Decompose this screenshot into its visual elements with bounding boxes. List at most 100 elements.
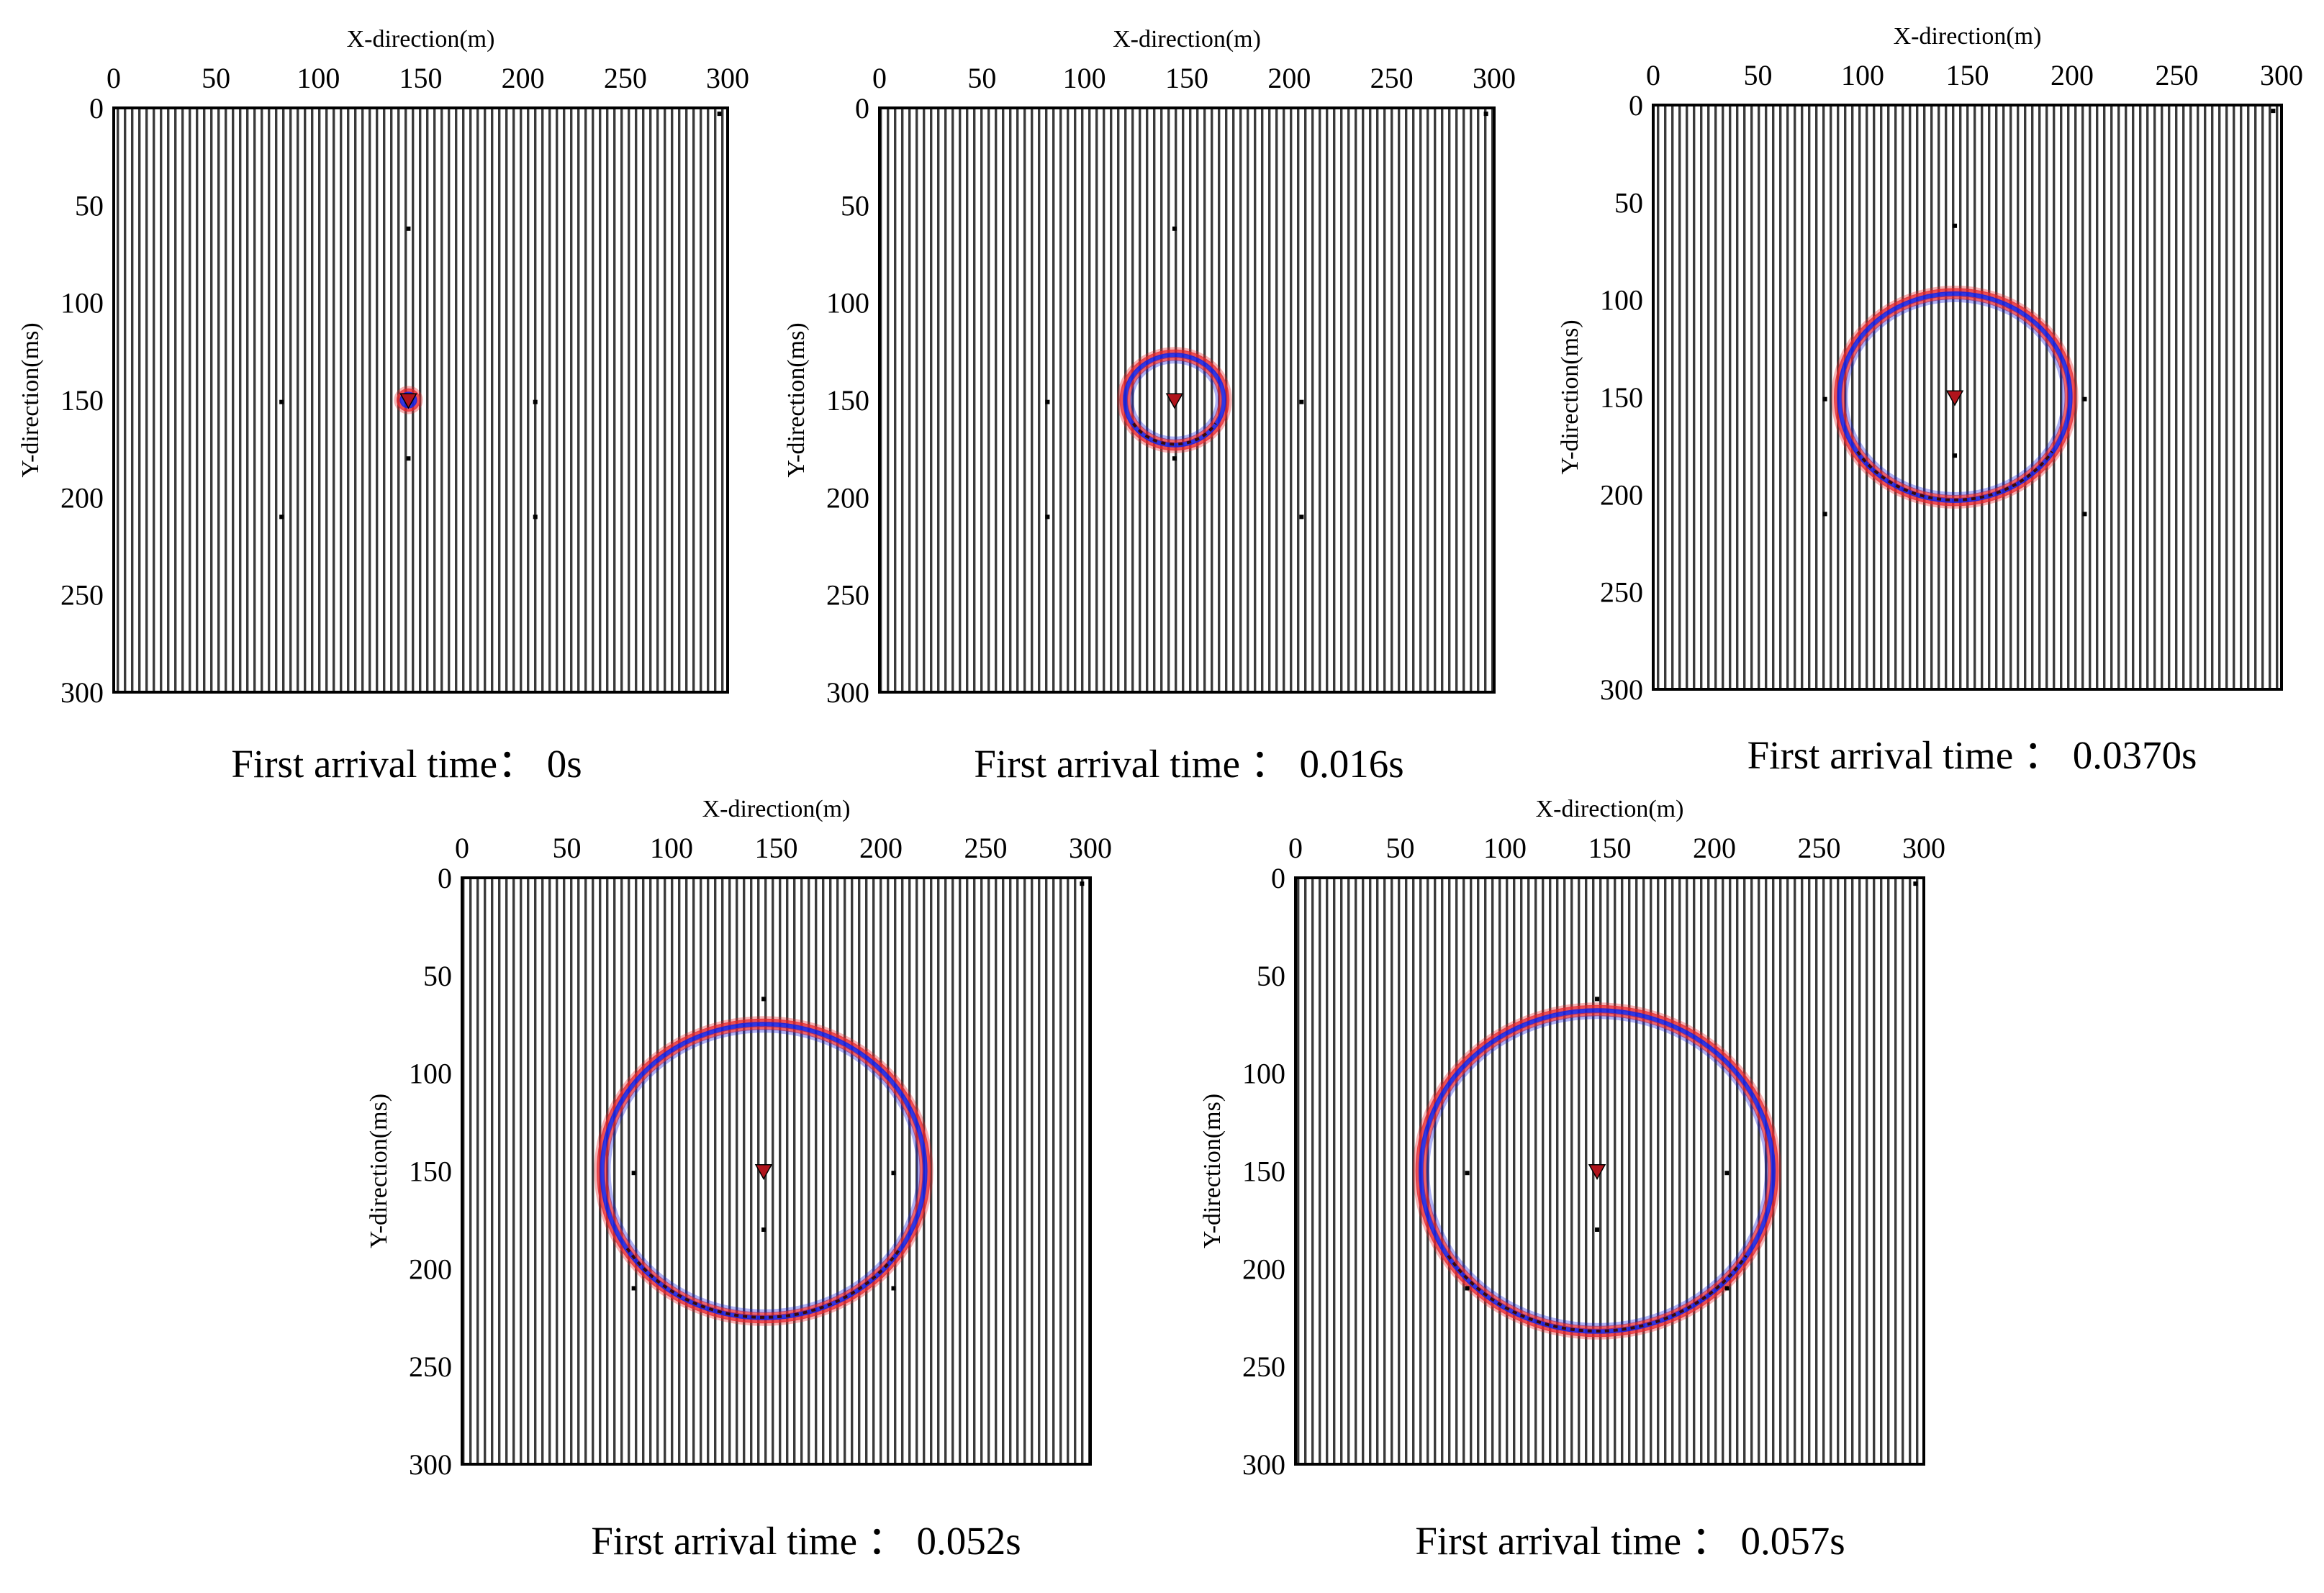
snapshot-caption: First arrival time ： 0.057s <box>1415 1519 1845 1563</box>
plot-frame <box>1294 876 1925 1466</box>
x-tick-label: 100 <box>1483 832 1527 864</box>
x-tick-label: 100 <box>650 832 693 864</box>
y-tick-label: 50 <box>1614 186 1643 219</box>
x-tick-label: 0 <box>1288 832 1303 864</box>
x-tick-label: 250 <box>604 62 647 94</box>
y-tick-label: 150 <box>60 384 104 417</box>
y-tick-label: 0 <box>89 92 104 124</box>
plot-frame <box>878 106 1496 694</box>
wavefront-band <box>394 386 423 414</box>
x-tick-label: 50 <box>553 832 582 864</box>
x-tick-label: 250 <box>1370 62 1414 94</box>
wavefront-band <box>596 1018 931 1324</box>
receiver-marker <box>761 997 767 1002</box>
x-tick-label: 0 <box>455 832 469 864</box>
x-tick-label: 150 <box>399 62 443 94</box>
receiver-marker <box>406 226 411 231</box>
x-tick-label: 300 <box>706 62 749 94</box>
source-marker <box>1165 393 1184 409</box>
x-tick-label: 300 <box>1069 832 1112 864</box>
source-marker <box>399 393 417 409</box>
x-tick-label: 0 <box>107 62 121 94</box>
y-tick-label: 150 <box>1600 381 1643 414</box>
receiver-marker <box>891 1286 896 1291</box>
x-tick-label: 200 <box>859 832 903 864</box>
seismic-trace-field <box>1653 105 2282 689</box>
x-axis-title: X-direction(m) <box>702 796 851 822</box>
y-tick-label: 50 <box>423 960 452 992</box>
wavefront-band <box>1833 288 2076 507</box>
x-axis-title: X-direction(m) <box>347 26 495 53</box>
y-axis-title: Y-direction(ms) <box>783 322 810 477</box>
y-axis-title: Y-direction(ms) <box>1199 1094 1226 1248</box>
snapshot-panel: 0 50 100 150 200 250 300 X-direction(m) 0 50 100 15… <box>1199 796 1945 1563</box>
receiver-marker <box>761 1227 767 1232</box>
wavefront <box>1117 347 1232 453</box>
receiver-marker <box>1080 881 1085 886</box>
y-tick-label: 200 <box>1600 478 1643 511</box>
seismic-trace-field <box>1296 878 1924 1464</box>
wavefront-band <box>607 1029 921 1313</box>
y-tick-label: 100 <box>409 1058 452 1090</box>
receiver-marker <box>1724 1171 1730 1176</box>
snapshot-panel: 0 50 100 150 200 250 300 X-direction(m) 0 50 100 15… <box>366 796 1112 1563</box>
wavefront <box>594 1016 933 1326</box>
receiver-marker <box>2082 512 2087 517</box>
x-tick-label: 250 <box>964 832 1008 864</box>
snapshot-caption: First arrival time ： 0.016s <box>974 742 1403 786</box>
wavefront-band <box>1415 1004 1779 1338</box>
receiver-marker <box>1953 453 1958 458</box>
snapshot-panel: 0 50 100 150 200 250 300 X-direction(m) 0 50 100 15… <box>783 26 1516 786</box>
receiver-marker <box>1299 399 1304 404</box>
x-tick-label: 250 <box>2156 59 2199 91</box>
y-tick-label: 250 <box>60 579 104 612</box>
x-tick-label: 150 <box>1946 59 1989 91</box>
source-marker <box>754 1163 773 1181</box>
y-tick-label: 250 <box>1242 1351 1285 1383</box>
x-tick-label: 300 <box>1473 62 1516 94</box>
seismic-trace-field <box>880 108 1494 692</box>
wavefront-band <box>1841 296 2068 499</box>
snapshot-panel: 0 50 100 150 200 250 300 X-direction(m) 0 50 100 15… <box>1557 23 2303 777</box>
x-tick-label: 250 <box>1798 832 1841 864</box>
x-tick-label: 300 <box>1902 832 1945 864</box>
receiver-marker <box>891 1171 896 1176</box>
receiver-marker <box>533 514 538 519</box>
y-tick-label: 0 <box>438 862 452 894</box>
y-tick-label: 100 <box>1242 1058 1285 1090</box>
wavefront-band <box>594 1016 933 1326</box>
y-tick-label: 300 <box>1242 1448 1285 1481</box>
y-tick-label: 200 <box>60 481 104 514</box>
receiver-marker <box>1299 514 1304 519</box>
receiver-marker <box>406 456 411 461</box>
x-axis-title: X-direction(m) <box>1113 26 1261 53</box>
wavefront-band <box>1127 357 1222 443</box>
receiver-marker <box>279 399 284 404</box>
receiver-marker <box>1045 514 1050 519</box>
y-tick-label: 50 <box>841 189 869 222</box>
wavefront-band <box>1117 347 1232 453</box>
x-tick-label: 150 <box>1165 62 1208 94</box>
wavefront-band <box>604 1026 923 1316</box>
wavefront-band <box>1831 286 2079 509</box>
y-tick-label: 100 <box>1600 284 1643 317</box>
receiver-marker <box>279 514 284 519</box>
x-tick-label: 50 <box>1386 832 1415 864</box>
y-tick-label: 250 <box>409 1351 452 1383</box>
x-tick-label: 200 <box>502 62 545 94</box>
receiver-marker <box>1483 112 1488 117</box>
y-tick-label: 0 <box>1271 862 1285 894</box>
wavefront-band <box>1413 1002 1781 1340</box>
y-tick-label: 100 <box>60 287 104 319</box>
plot-frame <box>461 876 1092 1466</box>
receiver-marker <box>1595 1227 1600 1232</box>
y-tick-label: 300 <box>60 676 104 709</box>
y-tick-label: 250 <box>826 579 869 612</box>
panels: 0 50 100 150 200 250 300 X-direction(m) 0 50 100 15… <box>17 23 2303 1563</box>
receiver-marker <box>717 112 722 117</box>
receiver-marker <box>1465 1171 1470 1176</box>
x-tick-label: 100 <box>1841 59 1884 91</box>
y-tick-label: 50 <box>75 189 104 222</box>
wavefront-band <box>1844 299 2066 496</box>
